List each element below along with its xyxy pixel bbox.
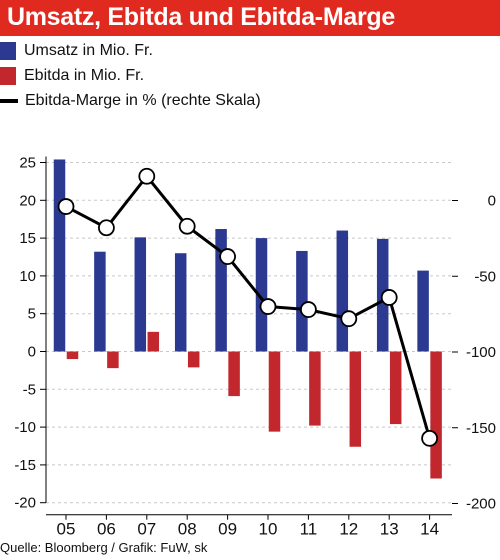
left-tick-label: 5 [28,306,36,323]
margin-point [380,289,398,306]
left-tick-label: 15 [19,230,36,247]
source-note: Quelle: Bloomberg / Grafik: FuW, sk [0,540,208,555]
left-tick-label: -20 [14,495,36,512]
ebitda-bar [268,351,281,432]
margin-line [65,174,432,439]
x-tick-label: 05 [57,520,76,538]
ebitda-bar [107,351,119,369]
left-tick-label: 25 [19,155,36,172]
x-tick-label: 13 [380,520,399,538]
legend-item-margin: Ebitda-Marge in % (rechte Skala) [0,90,261,112]
left-tick-label: -5 [23,381,36,398]
right-tick-label: -150 [466,420,496,437]
revenue-bar [174,253,187,352]
title-bar: Umsatz, Ebitda und Ebitda-Marge [0,0,500,36]
revenue-bar [215,229,227,352]
ebitda-bar [66,351,79,360]
legend-item-revenue: Umsatz in Mio. Fr. [0,40,153,62]
margin-point [219,248,237,265]
legend-label-revenue: Umsatz in Mio. Fr. [24,42,153,59]
margin-point [138,167,156,185]
legend-label-ebitda: Ebitda in Mio. Fr. [24,67,145,84]
margin-point [178,217,196,235]
legend-swatch-ebitda [0,67,16,85]
chart-title: Umsatz, Ebitda und Ebitda-Marge [7,3,395,31]
right-tick-label: -100 [466,344,496,361]
margin-point [57,198,75,215]
revenue-bar [336,230,349,352]
margin-point [98,219,115,237]
x-tick-label: 12 [339,520,358,538]
revenue-bar [94,251,106,352]
margin-point [259,298,277,315]
legend-swatch-revenue [0,42,16,60]
revenue-bar [296,250,308,352]
legend-label-margin: Ebitda-Marge in % (rechte Skala) [25,92,261,109]
margin-point [299,301,317,318]
legend-item-ebitda: Ebitda in Mio. Fr. [0,65,144,87]
left-tick-label: 10 [19,268,36,285]
revenue-bar [417,270,429,352]
ebitda-bar [389,351,402,425]
right-tick-label: -200 [466,496,496,513]
left-tick-label: -10 [14,419,36,436]
x-tick-label: 08 [178,520,197,538]
ebitda-bar [309,351,321,426]
x-tick-label: 14 [420,520,439,538]
left-tick-label: 20 [19,192,36,209]
legend-line-margin [0,99,18,103]
left-tick-label: 0 [28,344,36,361]
ebitda-bar [147,331,160,352]
revenue-bar [255,238,268,352]
x-tick-label: 07 [137,520,156,538]
x-tick-label: 10 [259,520,278,538]
left-tick-label: -15 [14,457,36,474]
x-tick-label: 11 [300,520,318,538]
margin-point [421,429,439,447]
revenue-bar [134,237,147,352]
ebitda-bar [349,351,362,447]
x-tick-label: 06 [97,520,116,538]
x-tick-label: 09 [218,520,237,538]
ebitda-bar [187,351,200,368]
right-tick-label: 0 [488,193,496,210]
right-tick-label: -50 [474,268,496,285]
revenue-bar [53,159,66,352]
ebitda-bar [430,351,442,479]
ebitda-bar [228,351,240,397]
margin-point [340,310,358,328]
